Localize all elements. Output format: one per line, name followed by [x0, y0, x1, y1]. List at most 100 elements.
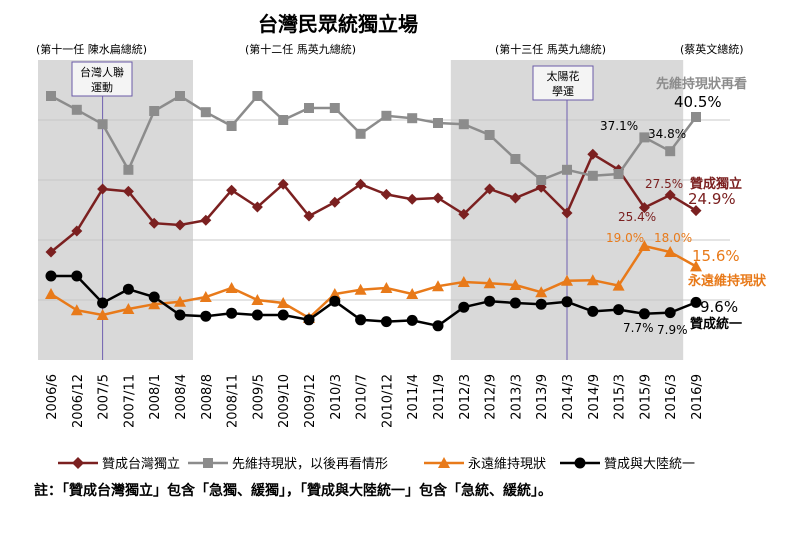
point-s0-2010-12 [380, 188, 392, 200]
point-s1-2013-9 [536, 175, 547, 185]
point-s2-2006-6 [45, 288, 57, 299]
legend-label-unification: 贊成與大陸統一 [604, 456, 695, 472]
annot-forever-2016-3: 18.0% [654, 231, 692, 245]
point-s3-2008-4 [174, 309, 186, 321]
point-s1-2014-3 [562, 164, 572, 175]
annot-unification-last: 9.6% [700, 298, 738, 316]
point-s3-2007-11 [122, 283, 134, 295]
x-tick-2010-12: 2010/12 [380, 374, 395, 428]
footnote: 註：「贊成台灣獨立」包含「急獨、緩獨」，「贊成與大陸統一」包含「急統、緩統」。 [34, 482, 552, 499]
x-tick-2010-3: 2010/3 [329, 374, 344, 420]
point-s3-2006-6 [45, 270, 57, 282]
point-s1-2010-3 [329, 103, 340, 113]
point-s2-2013-9 [535, 286, 548, 298]
legend-marker-forever [438, 457, 450, 468]
point-s0-2009-12 [303, 210, 315, 222]
point-s3-2012-3 [458, 301, 470, 313]
x-tick-2006-12: 2006/12 [71, 374, 86, 428]
point-s3-2016-9 [690, 296, 702, 308]
point-s2-2010-3 [328, 288, 341, 299]
point-s1-2016-3 [665, 146, 676, 157]
point-s0-2008-4 [174, 219, 186, 231]
series-3 [45, 270, 702, 332]
annot-independence-label: 贊成獨立 [690, 176, 742, 192]
legend-item-independence: 贊成台灣獨立 [58, 457, 180, 472]
point-s0-2015-9 [638, 202, 650, 214]
legend-marker-independence [72, 457, 84, 469]
point-s3-2015-9 [638, 308, 650, 320]
point-s2-2006-12 [70, 304, 83, 316]
x-tick-2015-3: 2015/3 [613, 374, 628, 420]
annot-unification-2015-9: 7.7% [623, 321, 654, 335]
legend: 贊成台灣獨立 先維持現狀，以後再看情形 永遠維持現狀 贊成與大陸統一 [58, 456, 695, 472]
footnote-comma: ， [286, 483, 300, 499]
point-s2-2012-3 [457, 276, 470, 287]
footnote-term1: 「贊成台灣獨立」 [62, 482, 167, 499]
x-tick-2008-8: 2008/8 [200, 374, 215, 420]
point-s0-2012-9 [484, 183, 496, 195]
point-s3-2008-8 [200, 310, 212, 322]
point-s2-2015-3 [612, 279, 625, 291]
point-s0-2011-9 [432, 192, 444, 204]
point-s2-2008-11 [225, 282, 238, 293]
point-s1-2011-4 [407, 113, 418, 124]
annot-forever-label: 永遠維持現狀 [687, 273, 767, 289]
point-s2-2009-10 [277, 297, 290, 308]
point-s2-2014-3 [561, 274, 573, 286]
point-s2-2016-3 [664, 246, 677, 257]
x-tick-2013-9: 2013/9 [535, 374, 550, 420]
point-s3-2013-9 [535, 298, 547, 310]
x-tick-2016-3: 2016/3 [664, 374, 679, 420]
point-s1-2009-10 [278, 115, 289, 125]
series-line-2 [50, 244, 697, 320]
point-s2-2008-8 [199, 291, 212, 302]
point-s2-2008-1 [148, 298, 161, 310]
point-s0-2007-5 [97, 183, 109, 195]
point-s0-2012-3 [458, 208, 470, 220]
point-s3-2008-11 [226, 307, 238, 319]
point-s2-2013-3 [509, 279, 522, 290]
x-tick-2006-6: 2006/6 [45, 374, 60, 420]
point-s0-2016-3 [664, 189, 676, 201]
footnote-mid1: 包含 [167, 482, 196, 499]
point-s0-2009-5 [251, 201, 263, 213]
point-s2-2010-12 [380, 282, 393, 293]
footnote-prefix: 註： [34, 482, 62, 499]
x-tick-2009-5: 2009/5 [251, 374, 266, 420]
x-tick-2013-3: 2013/3 [509, 374, 524, 420]
footnote-term2: 「贊成與大陸統一」 [300, 482, 419, 499]
x-tick-2009-12: 2009/12 [303, 374, 318, 428]
point-s0-2008-11 [226, 184, 238, 196]
point-s2-2008-4 [174, 295, 186, 307]
point-s3-2009-10 [277, 309, 289, 321]
annot-independence-2015-9: 25.4% [618, 210, 656, 224]
point-s0-2010-3 [329, 196, 341, 208]
point-s3-2012-9 [484, 295, 496, 307]
x-tick-2011-9: 2011/9 [432, 374, 447, 420]
legend-marker-status-quo [203, 458, 213, 468]
annot-status-quo-label: 先維持現狀再看 [656, 76, 747, 92]
annot-unification-label: 贊成統一 [690, 316, 742, 332]
point-s1-2015-3 [613, 169, 624, 179]
annot-forever-last: 15.6% [692, 247, 740, 265]
point-s3-2007-5 [97, 297, 109, 309]
legend-item-unification: 贊成與大陸統一 [560, 456, 695, 472]
x-tick-2015-9: 2015/9 [638, 374, 653, 420]
x-tick-2012-3: 2012/3 [458, 374, 473, 420]
chart-title: 台灣民眾統獨立場 [258, 12, 418, 36]
point-s1-2009-12 [304, 103, 314, 113]
point-s1-2008-8 [200, 107, 211, 118]
annot-status-quo-2015-9: 37.1% [600, 119, 638, 133]
era-label-ma-first: (第十二任 馬英九總統) [245, 42, 356, 56]
point-s1-2007-11 [123, 164, 134, 175]
point-s2-2010-7 [354, 283, 367, 295]
footnote-def1: 「急獨、緩獨」 [195, 482, 286, 499]
point-s1-2007-5 [97, 119, 108, 130]
point-s1-2006-6 [46, 91, 56, 101]
series-1 [46, 91, 701, 185]
annot-status-quo-last: 40.5% [674, 93, 722, 111]
point-s0-2007-11 [122, 185, 134, 197]
era-label-chen: (第十一任 陳水扁總統) [36, 42, 147, 56]
